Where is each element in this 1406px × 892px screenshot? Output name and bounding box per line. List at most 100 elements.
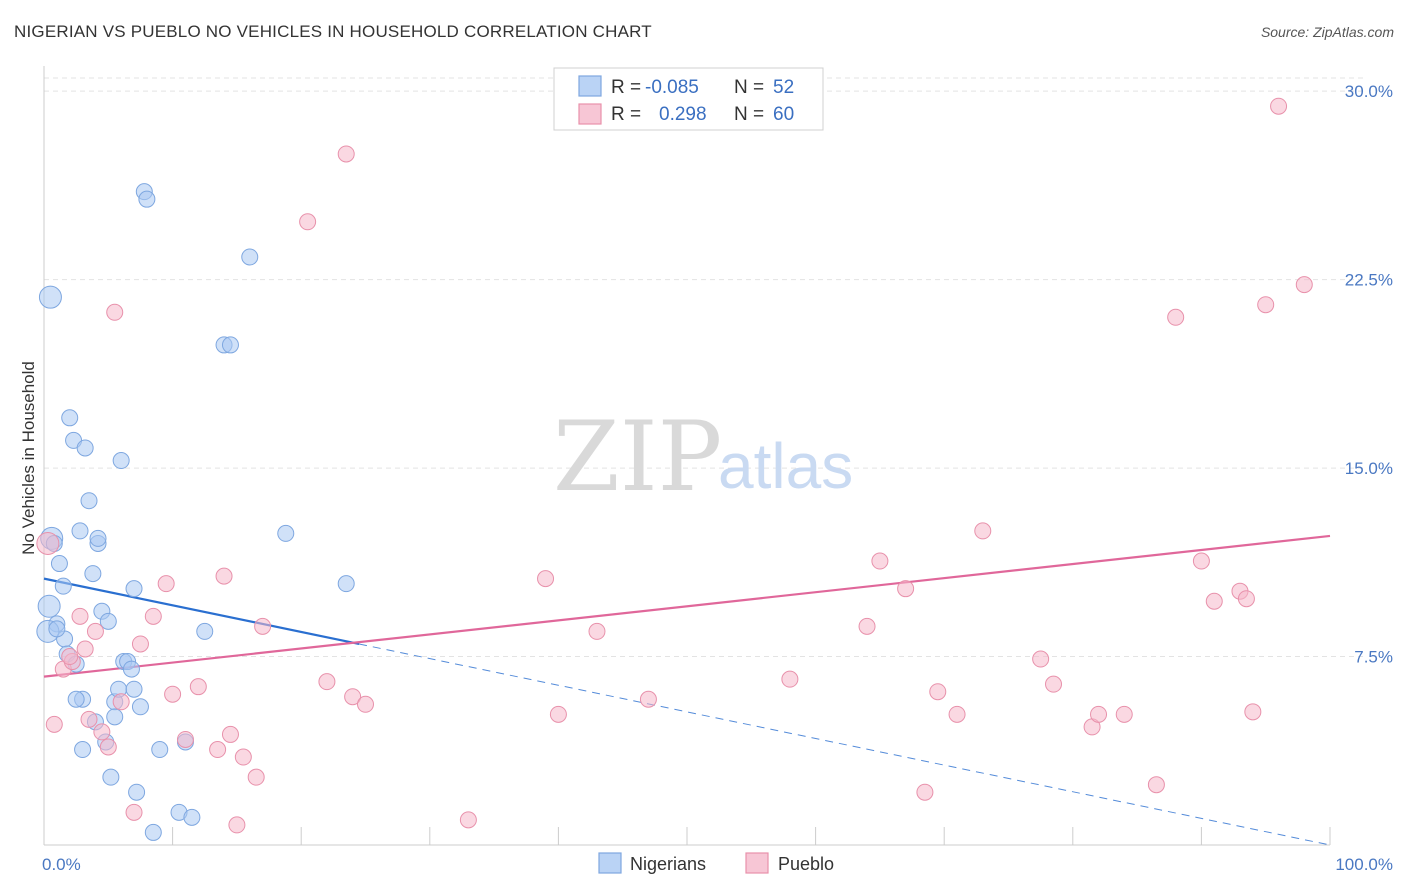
point-pueblo-55 — [1244, 703, 1262, 721]
point-nigerians-42 — [277, 524, 295, 542]
axes — [43, 66, 1331, 846]
point-pueblo-7 — [86, 622, 104, 640]
point-pueblo-1 — [45, 715, 63, 733]
point-pueblo-20 — [215, 567, 233, 585]
point-pueblo-27 — [318, 673, 336, 691]
point-pueblo-13 — [131, 635, 149, 653]
point-pueblo-10 — [106, 303, 124, 321]
point-nigerians-34 — [151, 741, 169, 759]
point-pueblo-49 — [1147, 776, 1165, 794]
stats-legend: R = -0.085 N = 52 R = 0.298 N = 60 — [553, 67, 824, 131]
point-pueblo-44 — [1032, 650, 1050, 668]
point-nigerians-27 — [122, 660, 140, 678]
point-nigerians-11 — [71, 522, 89, 540]
tick-labels: 7.5% 15.0% 22.5% 30.0% 0.0% 100.0% — [42, 82, 1393, 874]
point-pueblo-40 — [916, 783, 934, 801]
watermark: ZIP atlas — [553, 401, 853, 513]
y-tick-label-3: 30.0% — [1345, 82, 1393, 101]
point-nigerians-28 — [125, 580, 143, 598]
point-nigerians-30 — [131, 698, 149, 716]
point-pueblo-37 — [858, 617, 876, 635]
point-pueblo-33 — [549, 705, 567, 723]
point-nigerians-33 — [144, 823, 162, 841]
y-axis-label: No Vehicles in Household — [19, 361, 38, 555]
point-pueblo-24 — [247, 768, 265, 786]
point-pueblo-22 — [228, 816, 246, 834]
trend-lines — [43, 534, 1331, 846]
point-pueblo-17 — [176, 730, 194, 748]
x-tick-label-0: 0.0% — [42, 855, 81, 874]
point-pueblo-42 — [948, 705, 966, 723]
point-pueblo-31 — [459, 811, 477, 829]
point-pueblo-5 — [76, 640, 94, 658]
point-pueblo-9 — [99, 738, 117, 756]
point-nigerians-32 — [138, 190, 156, 208]
gridlines — [44, 77, 1365, 658]
point-pueblo-6 — [80, 710, 98, 728]
stats-legend-swatch-nigerians — [578, 75, 602, 97]
point-pueblo-21 — [221, 725, 239, 743]
series-legend-label-pueblo: Pueblo — [778, 854, 834, 874]
point-nigerians-21 — [102, 768, 120, 786]
point-pueblo-4 — [71, 607, 89, 625]
stats-legend-swatch-pueblo — [578, 103, 602, 125]
point-nigerians-47 — [67, 690, 85, 708]
point-pueblo-36 — [781, 670, 799, 688]
series-legend-label-nigerians: Nigerians — [630, 854, 706, 874]
point-pueblo-41 — [929, 683, 947, 701]
point-pueblo-47 — [1090, 705, 1108, 723]
point-pueblo-14 — [144, 607, 162, 625]
y-tick-label-1: 15.0% — [1345, 459, 1393, 478]
chart-title: NIGERIAN VS PUEBLO NO VEHICLES IN HOUSEH… — [14, 22, 652, 41]
point-pueblo-48 — [1115, 705, 1133, 723]
trend-line-nigerians-dashed — [358, 643, 1331, 846]
y-tick-label-0: 7.5% — [1354, 648, 1393, 667]
stats-legend-n-label-pueblo: N = — [734, 104, 764, 125]
watermark-zip: ZIP — [553, 401, 722, 513]
point-nigerians-20 — [99, 612, 117, 630]
point-nigerians-14 — [80, 492, 98, 510]
stats-legend-n-value-nigerians: 52 — [773, 77, 794, 98]
point-pueblo-0 — [36, 531, 60, 555]
point-pueblo-38 — [871, 552, 889, 570]
point-nigerians-24 — [112, 452, 130, 470]
stats-legend-n-value-pueblo: 60 — [773, 104, 794, 125]
point-nigerians-29 — [128, 783, 146, 801]
point-pueblo-23 — [234, 748, 252, 766]
point-pueblo-16 — [164, 685, 182, 703]
point-pueblo-51 — [1192, 552, 1210, 570]
point-nigerians-5 — [54, 577, 72, 595]
point-nigerians-51 — [125, 680, 143, 698]
point-nigerians-46 — [48, 620, 66, 638]
point-pueblo-59 — [61, 648, 79, 666]
point-nigerians-4 — [50, 555, 68, 573]
point-pueblo-30 — [357, 695, 374, 713]
point-pueblo-57 — [1270, 97, 1288, 115]
point-pueblo-54 — [1237, 590, 1255, 608]
point-pueblo-12 — [125, 803, 143, 821]
point-pueblo-26 — [299, 213, 317, 231]
point-pueblo-39 — [897, 580, 915, 598]
stats-legend-r-label-pueblo: R = — [611, 104, 641, 125]
stats-legend-r-value-pueblo: 0.298 — [659, 104, 707, 125]
point-nigerians-50 — [106, 708, 124, 726]
data-points — [36, 97, 1313, 841]
point-pueblo-8 — [93, 723, 111, 741]
point-nigerians-37 — [183, 808, 201, 826]
point-pueblo-29 — [344, 688, 362, 706]
point-pueblo-32 — [537, 570, 555, 588]
point-pueblo-50 — [1167, 308, 1185, 326]
point-pueblo-18 — [189, 678, 207, 696]
stats-legend-r-value-nigerians: -0.085 — [645, 77, 699, 98]
watermark-atlas: atlas — [718, 430, 853, 502]
point-nigerians-45 — [37, 594, 61, 618]
point-nigerians-48 — [74, 741, 92, 759]
point-pueblo-28 — [337, 145, 355, 163]
series-legend: Nigerians Pueblo — [598, 852, 834, 874]
point-nigerians-38 — [196, 622, 214, 640]
series-legend-swatch-pueblo — [745, 852, 769, 874]
trend-line-pueblo — [43, 534, 1331, 678]
x-tick-label-1: 100.0% — [1335, 855, 1393, 874]
point-nigerians-40 — [221, 336, 239, 354]
